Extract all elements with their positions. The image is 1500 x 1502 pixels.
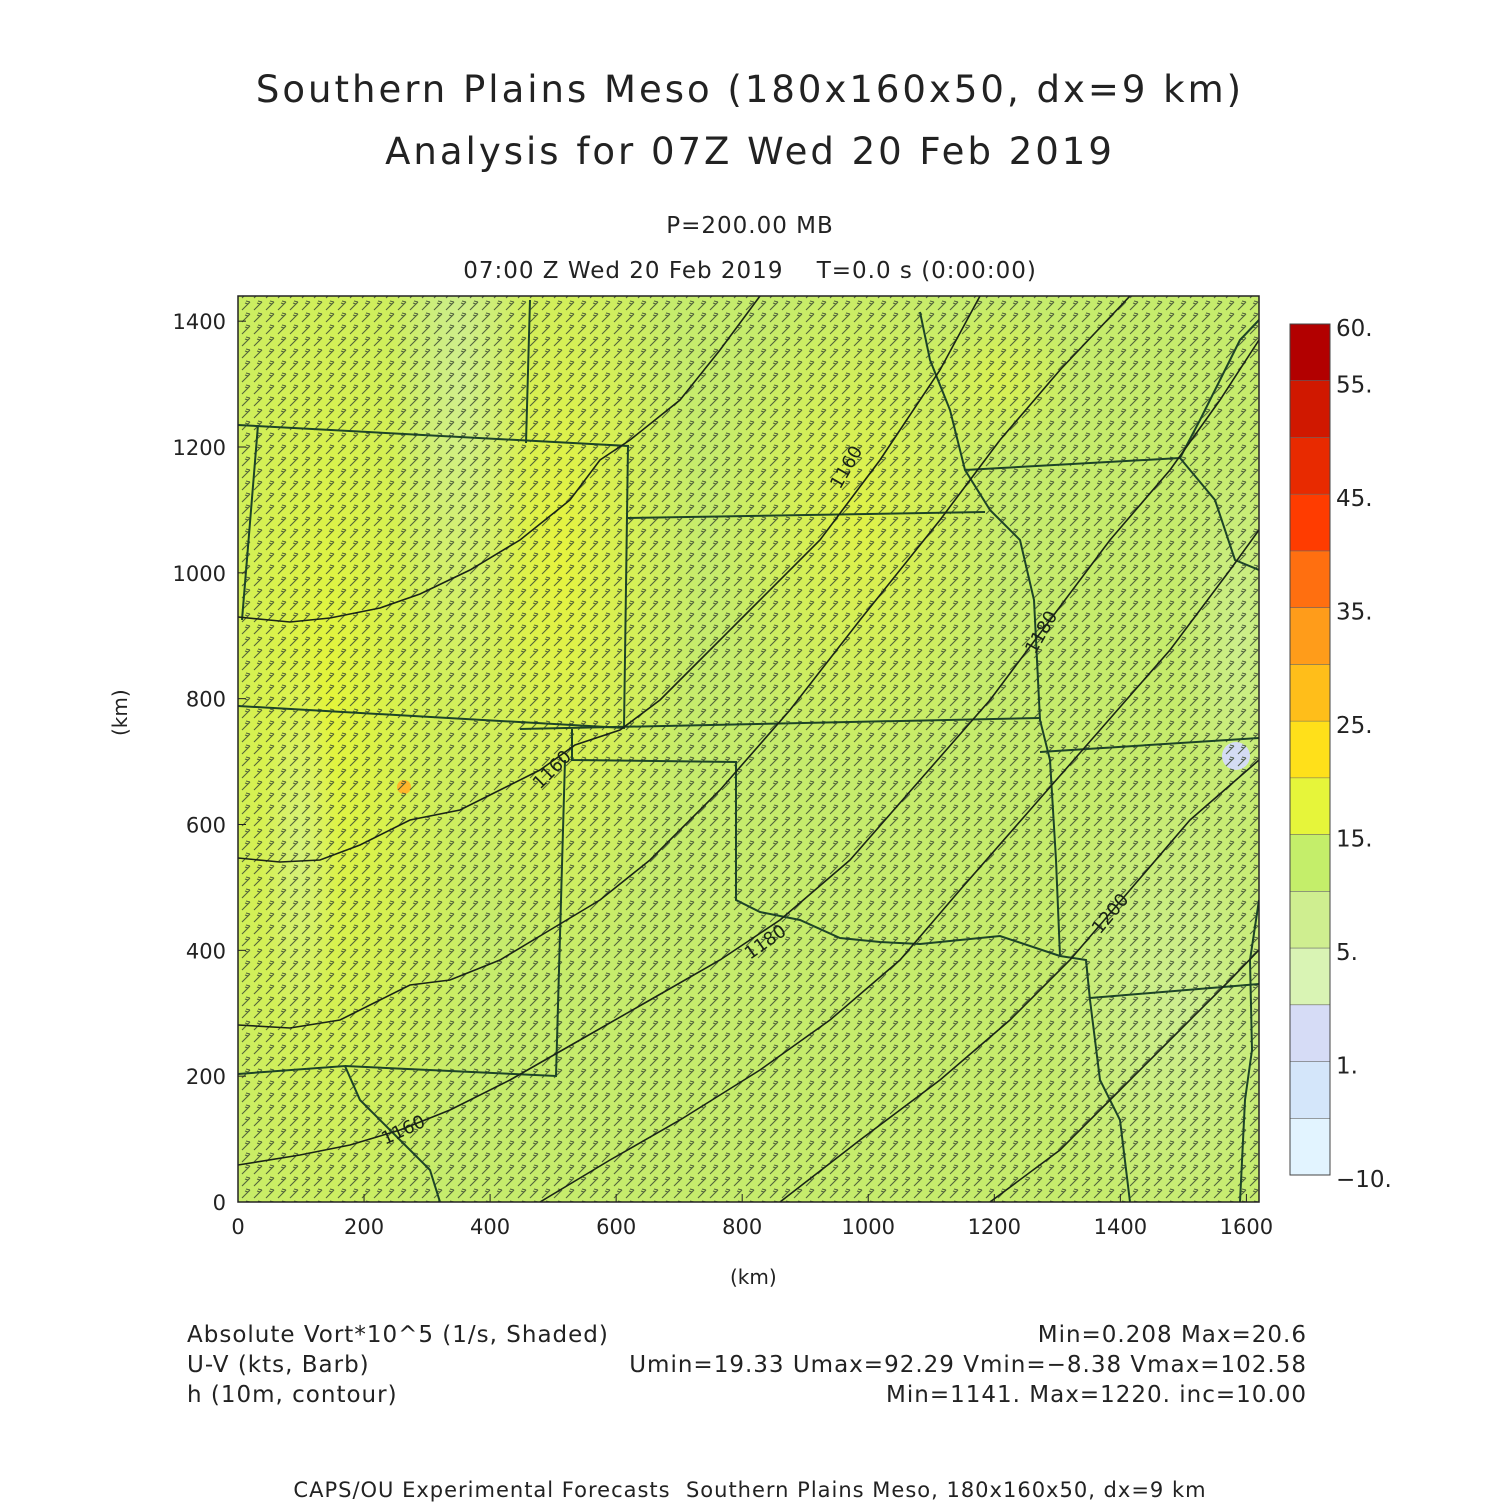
y-tick-label: 200: [186, 1065, 226, 1089]
plot-title-line1: Southern Plains Meso (180x160x50, dx=9 k…: [255, 68, 1245, 111]
colorbar-swatch: [1290, 550, 1330, 609]
y-tick-label: 400: [186, 939, 226, 963]
colorbar-swatch: [1290, 380, 1330, 438]
x-axis: 0 200 400 600 800 1000 1200 1400 1600: [231, 1194, 1273, 1239]
y-tick-label: 1200: [173, 436, 226, 460]
y-tick-label: 600: [186, 814, 226, 838]
colorbar-swatch: [1290, 1004, 1330, 1063]
legend-shaded-range: Min=0.208 Max=20.6: [1037, 1322, 1307, 1348]
colorbar-label: 25.: [1336, 713, 1373, 739]
colorbar-swatch: [1290, 948, 1330, 1006]
x-tick-label: 1600: [1220, 1215, 1273, 1239]
x-tick-label: 1400: [1094, 1215, 1147, 1239]
legend-barb-field: U-V (kts, Barb): [187, 1352, 370, 1378]
colorbar-swatch: [1290, 1061, 1330, 1119]
colorbar-frame: [1289, 323, 1331, 1176]
x-tick-label: 600: [596, 1215, 636, 1239]
colorbar-swatch: [1290, 1118, 1330, 1176]
x-tick-label: 0: [231, 1215, 244, 1239]
colorbar-swatch: [1290, 891, 1330, 949]
height-contours: [238, 296, 1259, 1202]
y-tick-label: 800: [186, 688, 226, 712]
valid-time: 07:00 Z Wed 20 Feb 2019 T=0.0 s (0:00:00…: [463, 258, 1037, 284]
pressure-level: P=200.00 MB: [666, 213, 834, 239]
colorbar-label: 15.: [1336, 827, 1373, 853]
vorticity-shading: [238, 296, 1259, 1202]
x-tick-label: 1200: [968, 1215, 1021, 1239]
colorbar-swatch: [1290, 664, 1330, 722]
colorbar-swatch: [1290, 834, 1330, 892]
colorbar-swatch: [1290, 777, 1330, 836]
legend-contour-range: Min=1141. Max=1220. inc=10.00: [886, 1382, 1307, 1408]
plot-frame: [237, 295, 1260, 1203]
x-tick-label: 200: [344, 1215, 384, 1239]
colorbar-swatch: [1290, 721, 1330, 779]
y-tick-label: 1000: [173, 562, 226, 586]
legend-shaded-field: Absolute Vort*10^5 (1/s, Shaded): [187, 1322, 609, 1348]
colorbar-label: 35.: [1336, 600, 1373, 626]
colorbar-label: −10.: [1336, 1167, 1392, 1193]
colorbar-swatch: [1290, 494, 1330, 552]
colorbar-label: 1.: [1336, 1054, 1358, 1080]
colorbar-label: 60.: [1336, 316, 1373, 342]
colorbar-swatch: [1290, 437, 1330, 495]
colorbar-label: 45.: [1336, 486, 1373, 512]
colorbar-label: 5.: [1336, 940, 1358, 966]
colorbar-swatch: [1290, 607, 1330, 665]
y-tick-label: 1400: [173, 310, 226, 334]
x-tick-label: 400: [470, 1215, 510, 1239]
colorbar-label: 55.: [1336, 373, 1373, 399]
footer-credit: CAPS/OU Experimental Forecasts Southern …: [293, 1478, 1207, 1502]
legend-contour-field: h (10m, contour): [187, 1382, 398, 1408]
legend-wind-range: Umin=19.33 Umax=92.29 Vmin=−8.38 Vmax=10…: [629, 1352, 1307, 1378]
y-axis-label: (km): [108, 689, 132, 736]
x-axis-label: (km): [730, 1265, 777, 1289]
y-tick-label: 0: [213, 1191, 226, 1215]
state-borders: [238, 299, 1259, 1202]
colorbar: 60. 55. 45. 35. 25. 15. 5. 1. −10.: [1290, 316, 1392, 1193]
x-tick-label: 1000: [842, 1215, 895, 1239]
y-axis: 0 200 400 600 800 1000 1200 1400: [173, 310, 246, 1215]
x-tick-label: 800: [722, 1215, 762, 1239]
colorbar-swatch: [1290, 324, 1330, 382]
plot-title-line2: Analysis for 07Z Wed 20 Feb 2019: [385, 130, 1115, 173]
